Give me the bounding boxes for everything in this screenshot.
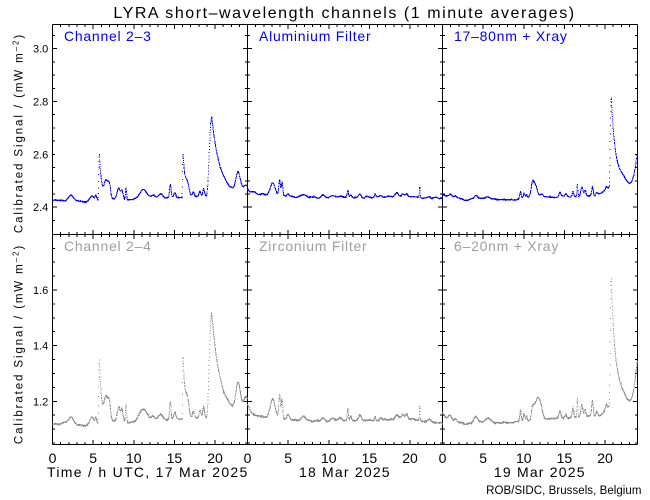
svg-text:Zirconium Filter: Zirconium Filter (259, 238, 367, 254)
svg-text:Channel 2–3: Channel 2–3 (64, 28, 152, 44)
svg-text:5: 5 (479, 450, 487, 466)
svg-text:10: 10 (516, 450, 532, 466)
svg-text:Calibrated Signal / (mW m–2): Calibrated Signal / (mW m–2) (12, 244, 26, 444)
svg-text:Time / h UTC, 17 Mar 2025: Time / h UTC, 17 Mar 2025 (47, 464, 249, 480)
svg-text:1.2: 1.2 (33, 396, 48, 408)
svg-text:Calibrated Signal / (mW m–2): Calibrated Signal / (mW m–2) (12, 33, 26, 233)
svg-text:0: 0 (49, 450, 57, 466)
svg-text:LYRA short–wavelength channels: LYRA short–wavelength channels (1 minute… (113, 5, 575, 22)
svg-text:Aluminium Filter: Aluminium Filter (259, 28, 371, 44)
svg-text:10: 10 (126, 450, 142, 466)
svg-text:ROB/SIDC, Brussels, Belgium: ROB/SIDC, Brussels, Belgium (486, 485, 641, 497)
svg-text:3.0: 3.0 (33, 44, 48, 56)
svg-text:1.4: 1.4 (33, 341, 48, 353)
svg-text:2.4: 2.4 (33, 202, 48, 214)
svg-text:5: 5 (284, 450, 292, 466)
svg-text:0: 0 (439, 450, 447, 466)
svg-text:0: 0 (244, 450, 252, 466)
svg-text:20: 20 (597, 450, 613, 466)
svg-text:19 Mar 2025: 19 Mar 2025 (494, 464, 586, 480)
svg-text:17–80nm + Xray: 17–80nm + Xray (454, 28, 568, 44)
svg-text:Channel 2–4: Channel 2–4 (64, 238, 152, 254)
svg-text:6–20nm + Xray: 6–20nm + Xray (454, 238, 559, 254)
svg-text:15: 15 (362, 450, 378, 466)
svg-text:18 Mar 2025: 18 Mar 2025 (299, 464, 391, 480)
svg-text:10: 10 (321, 450, 337, 466)
svg-text:20: 20 (402, 450, 418, 466)
svg-text:15: 15 (557, 450, 573, 466)
svg-text:2.6: 2.6 (33, 149, 48, 161)
svg-text:2.8: 2.8 (33, 96, 48, 108)
svg-text:20: 20 (207, 450, 223, 466)
svg-text:5: 5 (89, 450, 97, 466)
svg-text:15: 15 (167, 450, 183, 466)
svg-text:1.6: 1.6 (33, 285, 48, 297)
